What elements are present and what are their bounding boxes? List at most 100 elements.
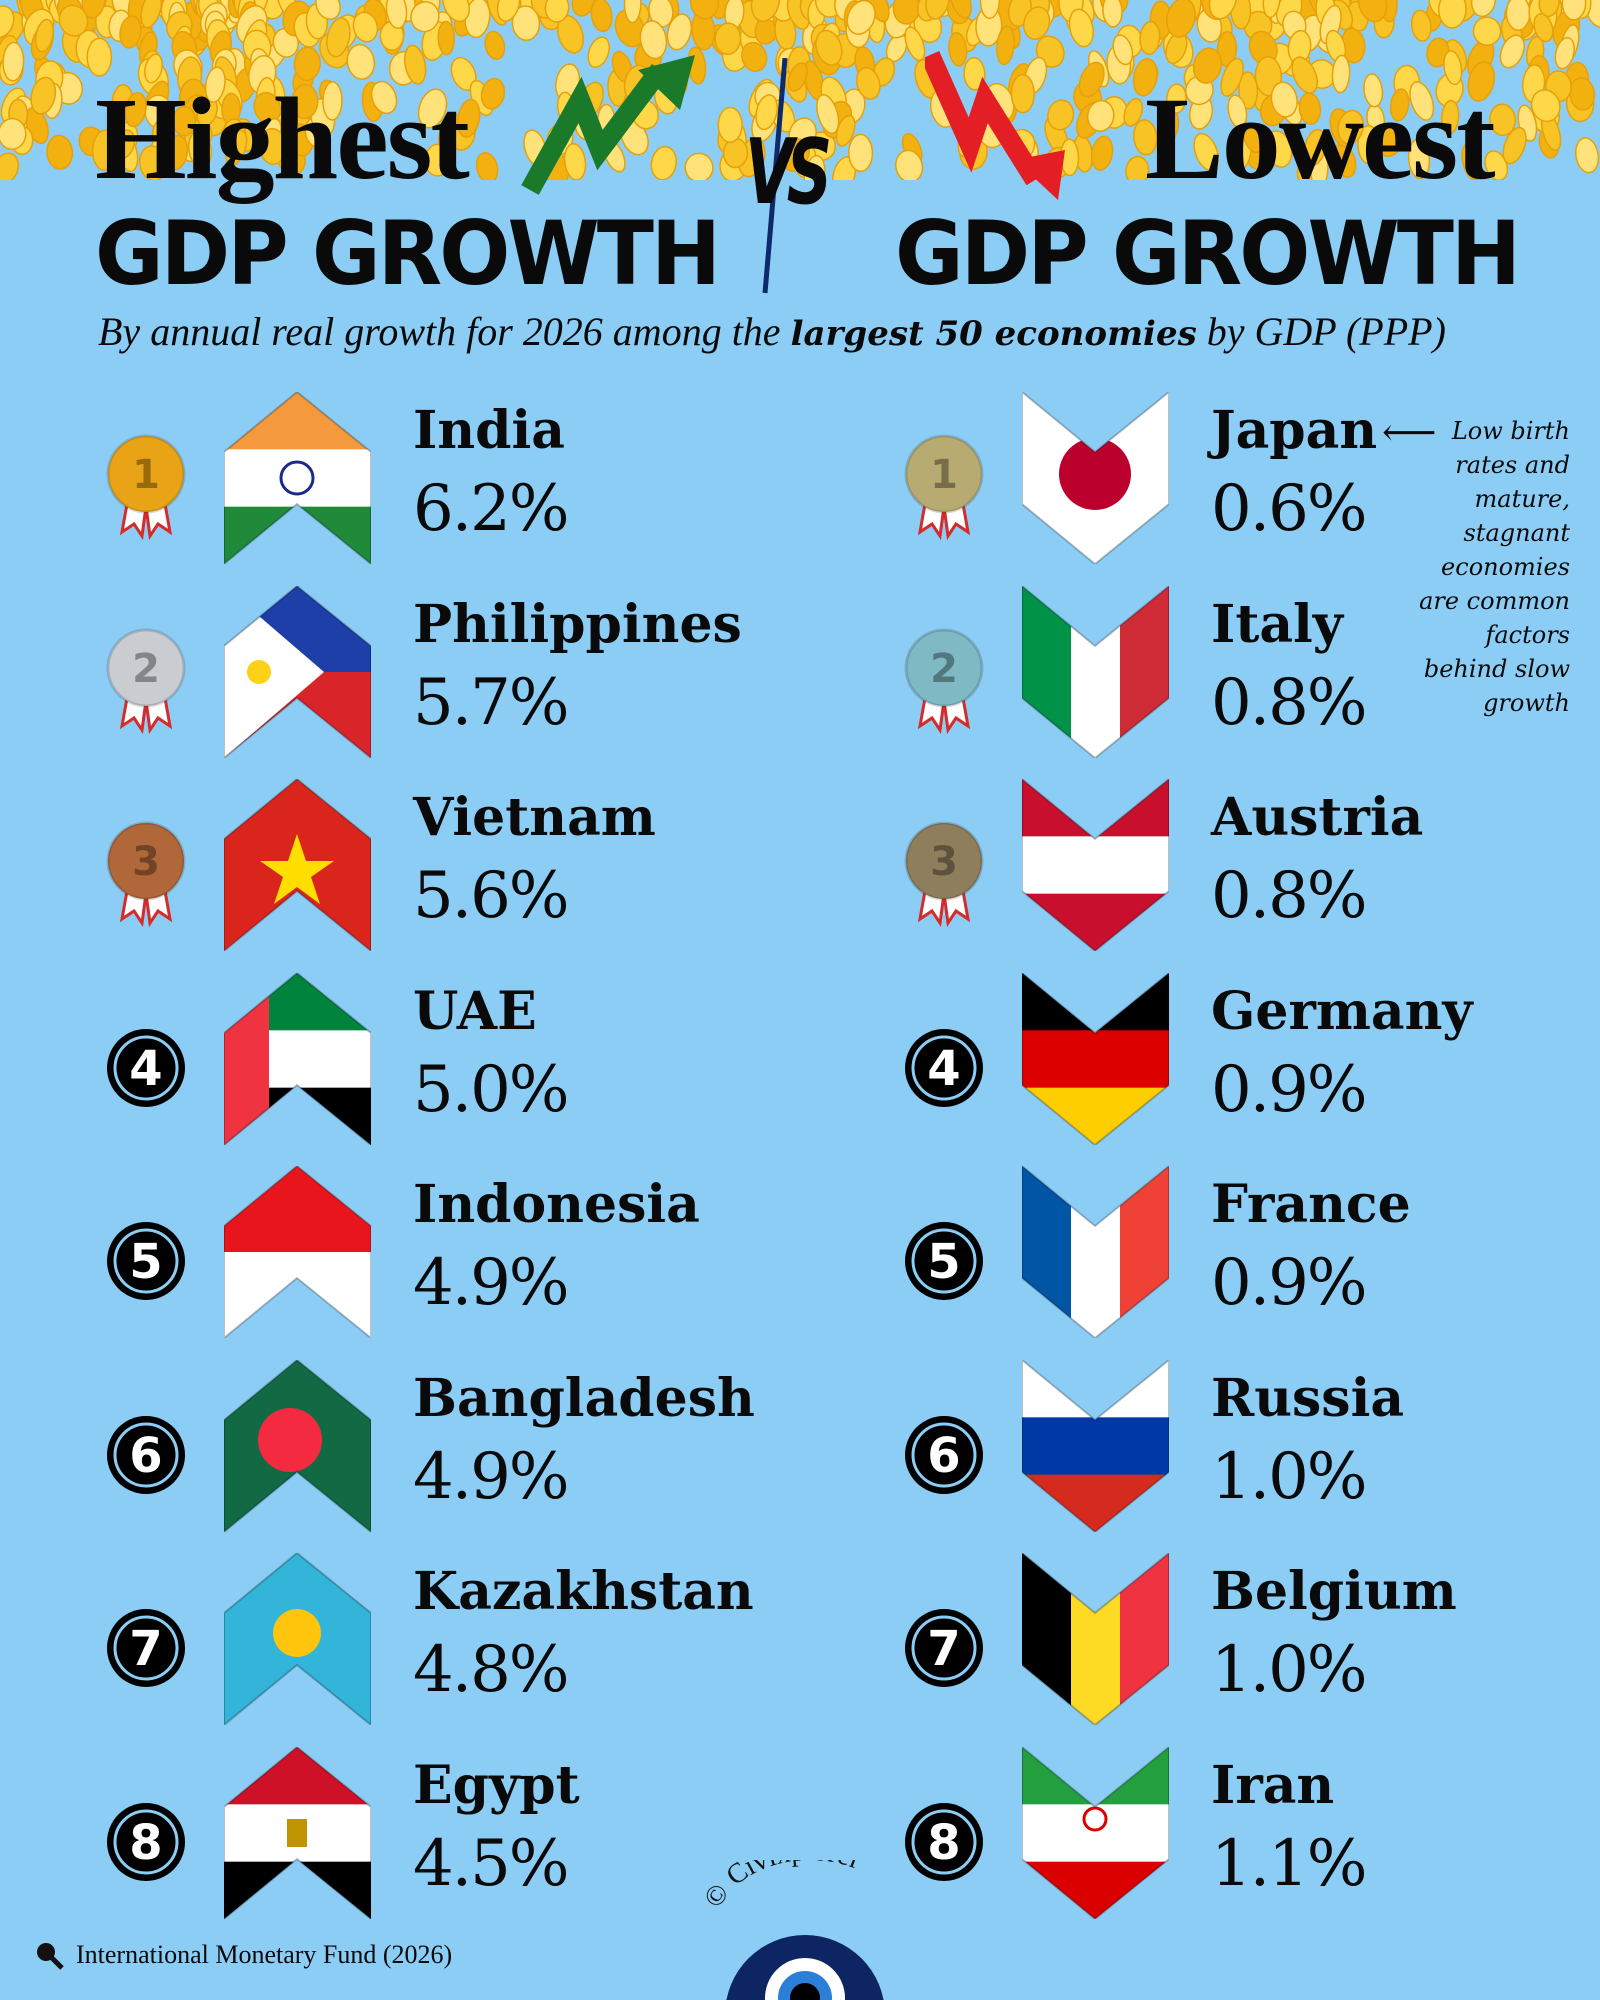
rank-badge: 4 [102,1013,190,1123]
country-name: India [413,400,565,461]
coin [1530,89,1561,123]
disc-emblem [1059,438,1131,510]
coin [259,127,287,166]
coin [1166,83,1187,114]
coin [996,25,1015,66]
coin [475,152,499,180]
growth-value: 4.9% [413,1439,570,1514]
lowest-row-germany: 4 Germany 0.9% [900,970,1600,1163]
arrow-left-icon: ⟵ [1382,410,1437,454]
magnifier-icon [37,1943,64,1970]
rank-circle-icon: 7 [107,1609,185,1687]
coin [225,129,248,167]
coin [30,76,57,115]
highest-row-uae: 4 UAE 5.0% [102,971,802,1163]
vs-divider [762,58,788,294]
coin [0,152,20,180]
flag-chevron [1021,1550,1170,1727]
flag-stripe [1022,1359,1169,1418]
growth-value: 5.7% [413,665,570,740]
rank-circle-icon: 5 [905,1222,983,1300]
title-right-gdp-growth: GDP GROWTH [895,202,1521,305]
coin [1102,0,1123,28]
eagle-emblem [287,1818,307,1847]
medal-icon: 3 [904,821,984,928]
growth-value: 4.8% [413,1633,570,1707]
coin [1389,88,1410,122]
coin [290,83,319,120]
coin [639,20,668,60]
country-name: Russia [1211,1367,1405,1429]
flag-stripe [1022,1029,1169,1089]
coin [457,98,481,138]
coin [1243,123,1264,154]
coin [1133,119,1158,156]
coin [172,105,197,137]
coin [352,11,379,43]
flag-france [1021,1163,1170,1340]
coin [370,80,398,115]
coin [1438,0,1467,29]
flag-stripe [1022,972,1169,1031]
flag-chevron [223,1551,372,1728]
growth-value: 0.8% [1211,665,1368,740]
lowest-row-belgium: 7 Belgium 1.0% [900,1550,1600,1743]
growth-value: 4.5% [413,1826,570,1901]
coin [1047,99,1075,131]
hoist-band [224,972,269,1145]
coin [1505,0,1531,31]
title-left-gdp-growth: GDP GROWTH [95,202,721,305]
coin [496,0,521,22]
coin [563,143,587,180]
coin [1086,99,1115,132]
flag-stripe [1022,1746,1169,1805]
flag-chevron [1021,1163,1170,1340]
flag-italy [1021,583,1170,759]
rank-circle-icon: 6 [107,1415,185,1494]
lowest-row-italy: 2 Italy 0.8% [900,583,1600,776]
coin [1554,36,1575,70]
flag-philippines [223,584,372,760]
coin [1125,155,1150,180]
flag-chevron [1021,1744,1170,1920]
coin [1409,81,1435,121]
flag-stripe [1022,1861,1169,1919]
rank-number: 7 [927,1621,960,1677]
coin [204,66,226,103]
coin [0,5,15,39]
country-name: UAE [413,980,537,1042]
title-lowest: Lowest [1145,73,1496,204]
coin [424,143,451,177]
medal-icon: 1 [904,434,984,541]
civixplorer-logo: © Civixplorer [700,1860,884,2000]
coin [1376,123,1405,158]
rank-badge: 1 [102,432,190,542]
rank-badge: 5 [900,1206,988,1316]
subtitle: By annual real growth for 2026 among the… [98,309,1446,354]
coin [1265,130,1293,168]
coin [81,0,106,19]
flag-vietnam [223,777,372,954]
rank-badge: 1 [900,432,988,542]
flag-stripe [1022,893,1169,951]
flag-stripe [1071,585,1121,758]
rank-circle-icon: 4 [107,1028,185,1107]
coin [1068,8,1095,48]
flag-stripe [224,1166,371,1253]
coin [787,62,808,92]
highest-row-philippines: 2 Philippines 5.7% [102,584,802,776]
coin [1363,73,1384,108]
flag-chevron [1021,583,1170,759]
rank-number: 8 [927,1815,960,1871]
rank-circle-icon: 8 [107,1802,185,1881]
coin [1440,99,1460,135]
flag-india [223,390,372,567]
rank-badge: 8 [102,1787,190,1897]
coin [895,149,924,180]
flag-chevron [223,584,372,760]
medal-icon: 3 [106,821,186,928]
coin [904,26,926,62]
flag-chevron [223,777,372,954]
rank-circle-icon: 4 [905,1028,983,1107]
title-highest: Highest [95,73,470,204]
